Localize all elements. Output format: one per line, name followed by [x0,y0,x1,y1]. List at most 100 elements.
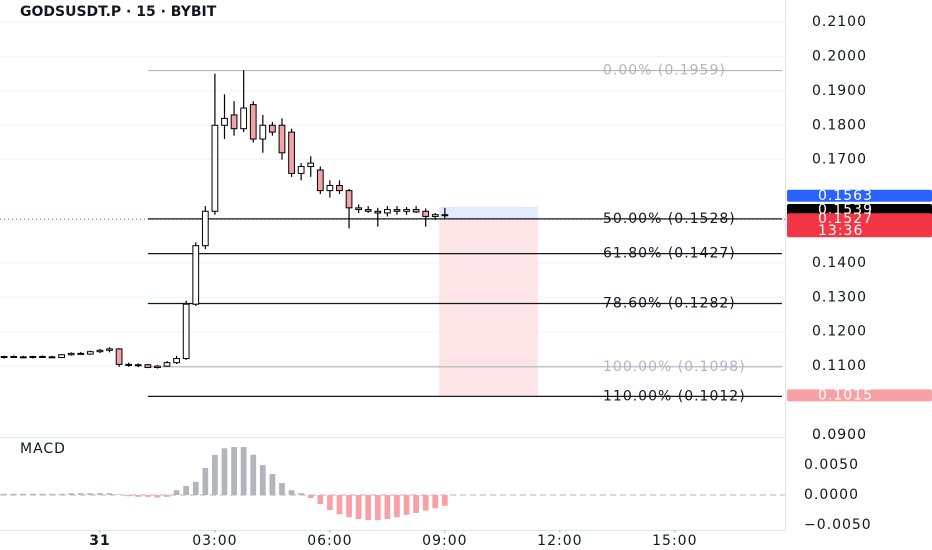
macd-bar [269,474,276,496]
macd-bar [307,495,314,499]
macd-bar [298,493,305,496]
fib-label: 100.00% (0.1098) [603,359,746,375]
fib-label: 110.00% (0.1012) [603,388,746,404]
candle-body [288,131,295,174]
y-tick-label: 0.2100 [812,14,867,30]
macd-bar [374,495,381,521]
candle-body [259,124,267,140]
macd-title: MACD [20,441,66,457]
candle-body [412,209,420,213]
y-tick-label: 0.1200 [812,324,867,340]
y-tick-label: 0.1700 [812,152,867,168]
candle-body [345,190,353,209]
x-tick-label: 09:00 [422,533,467,549]
macd-bar [317,495,324,505]
macd-bar [202,468,209,496]
macd-bar [87,493,94,496]
candle-body [10,355,18,358]
fib-label: 50.00% (0.1528) [603,211,736,227]
candle-body [355,207,363,211]
fib-label: 61.80% (0.1427) [603,246,736,262]
macd-bar [365,495,372,521]
macd-bar [384,495,391,520]
macd-bar [68,493,75,496]
macd-bar [116,494,122,496]
macd-bar [250,454,257,496]
candle-body [48,356,56,359]
macd-bar [394,495,400,518]
candle-body [221,117,228,126]
macd-bar [106,493,113,496]
x-tick-label: 12:00 [537,533,582,549]
macd-bar [173,490,180,496]
candle-body [163,362,171,367]
candle-body [39,355,46,358]
macd-bar [327,495,333,511]
candle-body [173,358,180,364]
candle-body [58,354,65,359]
macd-bar [346,495,352,518]
y-tick-label: 0.1900 [812,83,867,99]
y-tick-label: 0.1400 [812,255,867,271]
macd-bar [221,448,228,496]
candle-body [115,348,123,365]
position-target [439,206,538,220]
price-label: 0.1015 [818,387,873,403]
macd-bar [279,483,285,496]
candle-body [441,214,449,217]
macd-bar [154,495,161,498]
candle-body [269,124,276,133]
macd-bar [49,493,55,496]
candle-body [144,364,152,368]
macd-bar [39,493,46,496]
macd-bar [58,493,65,496]
y-tick-label: 0.1800 [812,117,867,133]
chart-title: GODSUSDT.P · 15 · BYBIT [20,4,217,20]
candle-body [125,363,133,366]
candle-body [240,107,248,130]
x-tick-label: 03:00 [192,533,237,549]
y-tick-label: 0.0900 [812,427,867,443]
candle-body [0,355,8,358]
y-tick-label: 0.2000 [812,48,867,64]
x-tick-label: 15:00 [652,533,697,549]
candle-body [393,209,401,212]
candle-body [67,352,75,356]
candle-body [403,209,410,212]
macd-bar [413,495,419,514]
macd-bar [135,495,142,497]
macd-bar [29,493,36,496]
candle-body [29,355,37,358]
macd-bar [403,495,410,515]
price-label-bg [787,389,932,402]
macd-bar [144,495,151,497]
candle-body [106,348,113,351]
fib-label: 78.60% (0.1282) [603,295,736,311]
candle-body [249,104,257,140]
candle-body [211,124,219,212]
candle-body [431,214,439,217]
price-label: 0.1563 [818,188,873,204]
candle-body [182,303,190,360]
price-label-bg [787,204,932,217]
candle-body [192,245,200,305]
candle-body [201,210,209,247]
macd-bar [77,493,84,496]
macd-bar [10,493,17,496]
macd-bar [259,465,266,496]
candle-body [422,210,430,217]
macd-bar [125,495,132,497]
candle-body [96,349,104,353]
macd-bar [20,493,27,496]
price-label: 0.1527 [818,211,873,227]
macd-bar [231,447,237,496]
candle-body [77,352,85,355]
candle-body [307,162,315,168]
candle-body [278,124,286,154]
candle-body [86,351,94,355]
candle-body [19,356,27,359]
macd-bar [441,495,448,506]
y2-tick-label: 0.0000 [804,487,859,503]
